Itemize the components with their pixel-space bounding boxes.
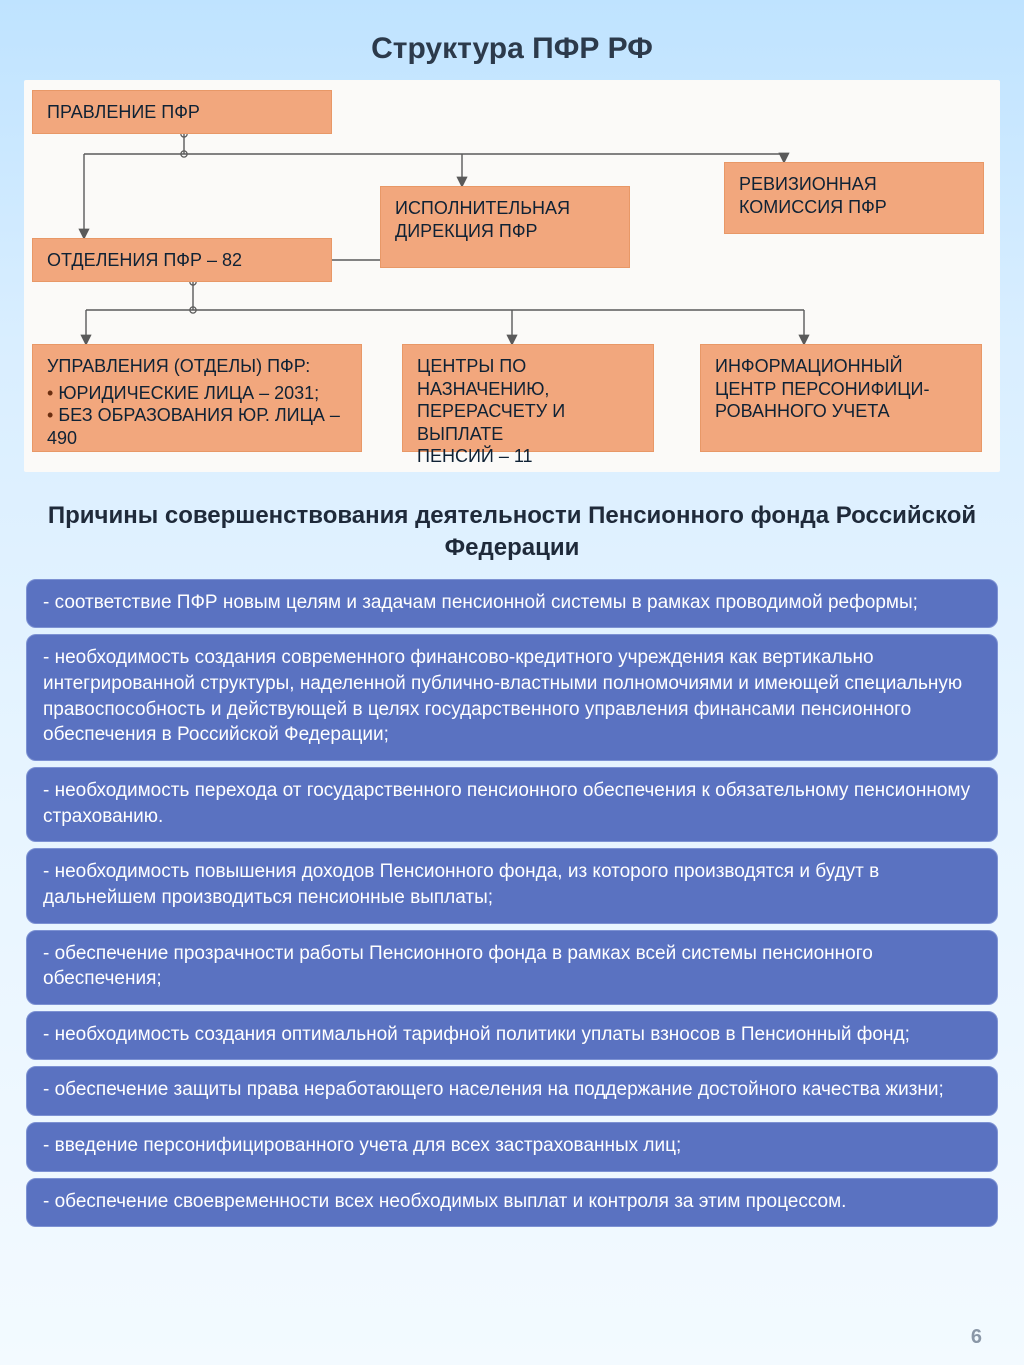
page-title: Структура ПФР РФ <box>0 0 1024 78</box>
node-ispol: ИСПОЛНИТЕЛЬНАЯДИРЕКЦИЯ ПФР <box>380 186 630 268</box>
org-chart: ПРАВЛЕНИЕ ПФР ОТДЕЛЕНИЯ ПФР – 82 ИСПОЛНИТЕ… <box>24 80 1000 472</box>
node-otdel: ОТДЕЛЕНИЯ ПФР – 82 <box>32 238 332 282</box>
reason-item: - соответствие ПФР новым целям и задачам… <box>26 579 998 629</box>
reason-item: - обеспечение прозрачности работы Пенсио… <box>26 930 998 1005</box>
node-label: УПРАВЛЕНИЯ (ОТДЕЛЫ) ПФР: <box>47 355 347 378</box>
node-label: ОТДЕЛЕНИЯ ПФР – 82 <box>47 249 317 272</box>
node-label: ИСПОЛНИТЕЛЬНАЯДИРЕКЦИЯ ПФР <box>395 197 615 242</box>
node-infocenter: ИНФОРМАЦИОННЫЙЦЕНТР ПЕРСОНИФИЦИ-РОВАННОГ… <box>700 344 982 452</box>
node-bullets: ЮРИДИЧЕСКИЕ ЛИЦА – 2031;БЕЗ ОБРАЗОВАНИЯ … <box>47 382 347 450</box>
reason-item: - необходимость повышения доходов Пенсио… <box>26 848 998 923</box>
node-uprav: УПРАВЛЕНИЯ (ОТДЕЛЫ) ПФР: ЮРИДИЧЕСКИЕ ЛИЦА… <box>32 344 362 452</box>
reason-item: - необходимость создания оптимальной тар… <box>26 1011 998 1061</box>
node-rev: РЕВИЗИОННАЯКОМИССИЯ ПФР <box>724 162 984 234</box>
node-label: ПРАВЛЕНИЕ ПФР <box>47 101 317 124</box>
reason-item: - необходимость создания современного фи… <box>26 634 998 761</box>
node-centers: ЦЕНТРЫ ПО НАЗНАЧЕНИЮ,ПЕРЕРАСЧЕТУ И ВЫПЛА… <box>402 344 654 452</box>
reason-item: - обеспечение защиты права неработающего… <box>26 1066 998 1116</box>
reason-item: - введение персонифицированного учета дл… <box>26 1122 998 1172</box>
node-label: ИНФОРМАЦИОННЫЙЦЕНТР ПЕРСОНИФИЦИ-РОВАННОГ… <box>715 355 967 423</box>
reasons-title: Причины совершенствования деятельности П… <box>0 472 1024 579</box>
reasons-list: - соответствие ПФР новым целям и задачам… <box>26 579 998 1228</box>
reason-item: - обеспечение своевременности всех необх… <box>26 1178 998 1228</box>
page-number: 6 <box>971 1326 982 1349</box>
node-label: ЦЕНТРЫ ПО НАЗНАЧЕНИЮ,ПЕРЕРАСЧЕТУ И ВЫПЛА… <box>417 355 639 468</box>
node-label: РЕВИЗИОННАЯКОМИССИЯ ПФР <box>739 173 969 218</box>
node-pravlenie: ПРАВЛЕНИЕ ПФР <box>32 90 332 134</box>
reason-item: - необходимость перехода от государствен… <box>26 767 998 842</box>
